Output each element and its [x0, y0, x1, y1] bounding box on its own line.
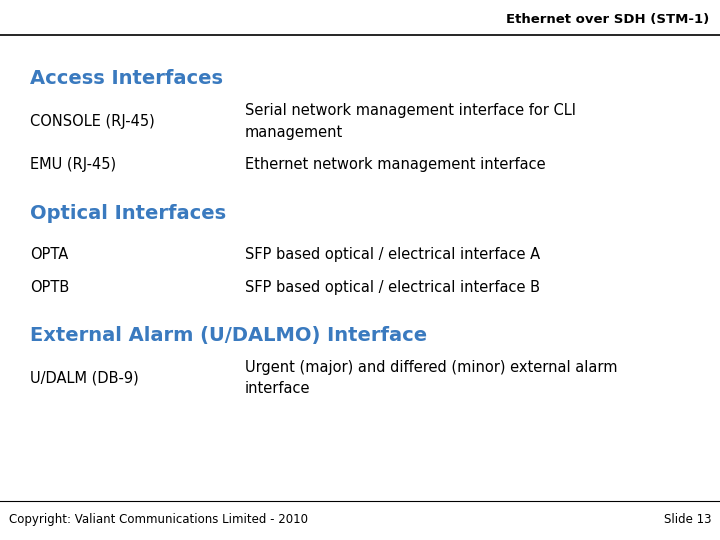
Text: External Alarm (U/DALMO) Interface: External Alarm (U/DALMO) Interface [30, 326, 428, 346]
Text: U/DALM (DB-9): U/DALM (DB-9) [30, 370, 139, 386]
Text: OPTA: OPTA [30, 247, 68, 262]
Text: SFP based optical / electrical interface B: SFP based optical / electrical interface… [245, 280, 540, 295]
Text: Ethernet network management interface: Ethernet network management interface [245, 157, 546, 172]
Text: OPTB: OPTB [30, 280, 70, 295]
Text: Urgent (major) and differed (minor) external alarm
interface: Urgent (major) and differed (minor) exte… [245, 360, 617, 396]
Text: Ethernet over SDH (STM-1): Ethernet over SDH (STM-1) [506, 14, 709, 26]
Text: Access Interfaces: Access Interfaces [30, 69, 223, 88]
Text: Slide 13: Slide 13 [664, 513, 711, 526]
Text: Serial network management interface for CLI
management: Serial network management interface for … [245, 104, 576, 139]
Text: Optical Interfaces: Optical Interfaces [30, 204, 226, 223]
Text: CONSOLE (RJ-45): CONSOLE (RJ-45) [30, 114, 155, 129]
Text: Copyright: Valiant Communications Limited - 2010: Copyright: Valiant Communications Limite… [9, 513, 307, 526]
Text: SFP based optical / electrical interface A: SFP based optical / electrical interface… [245, 247, 540, 262]
Text: EMU (RJ-45): EMU (RJ-45) [30, 157, 117, 172]
